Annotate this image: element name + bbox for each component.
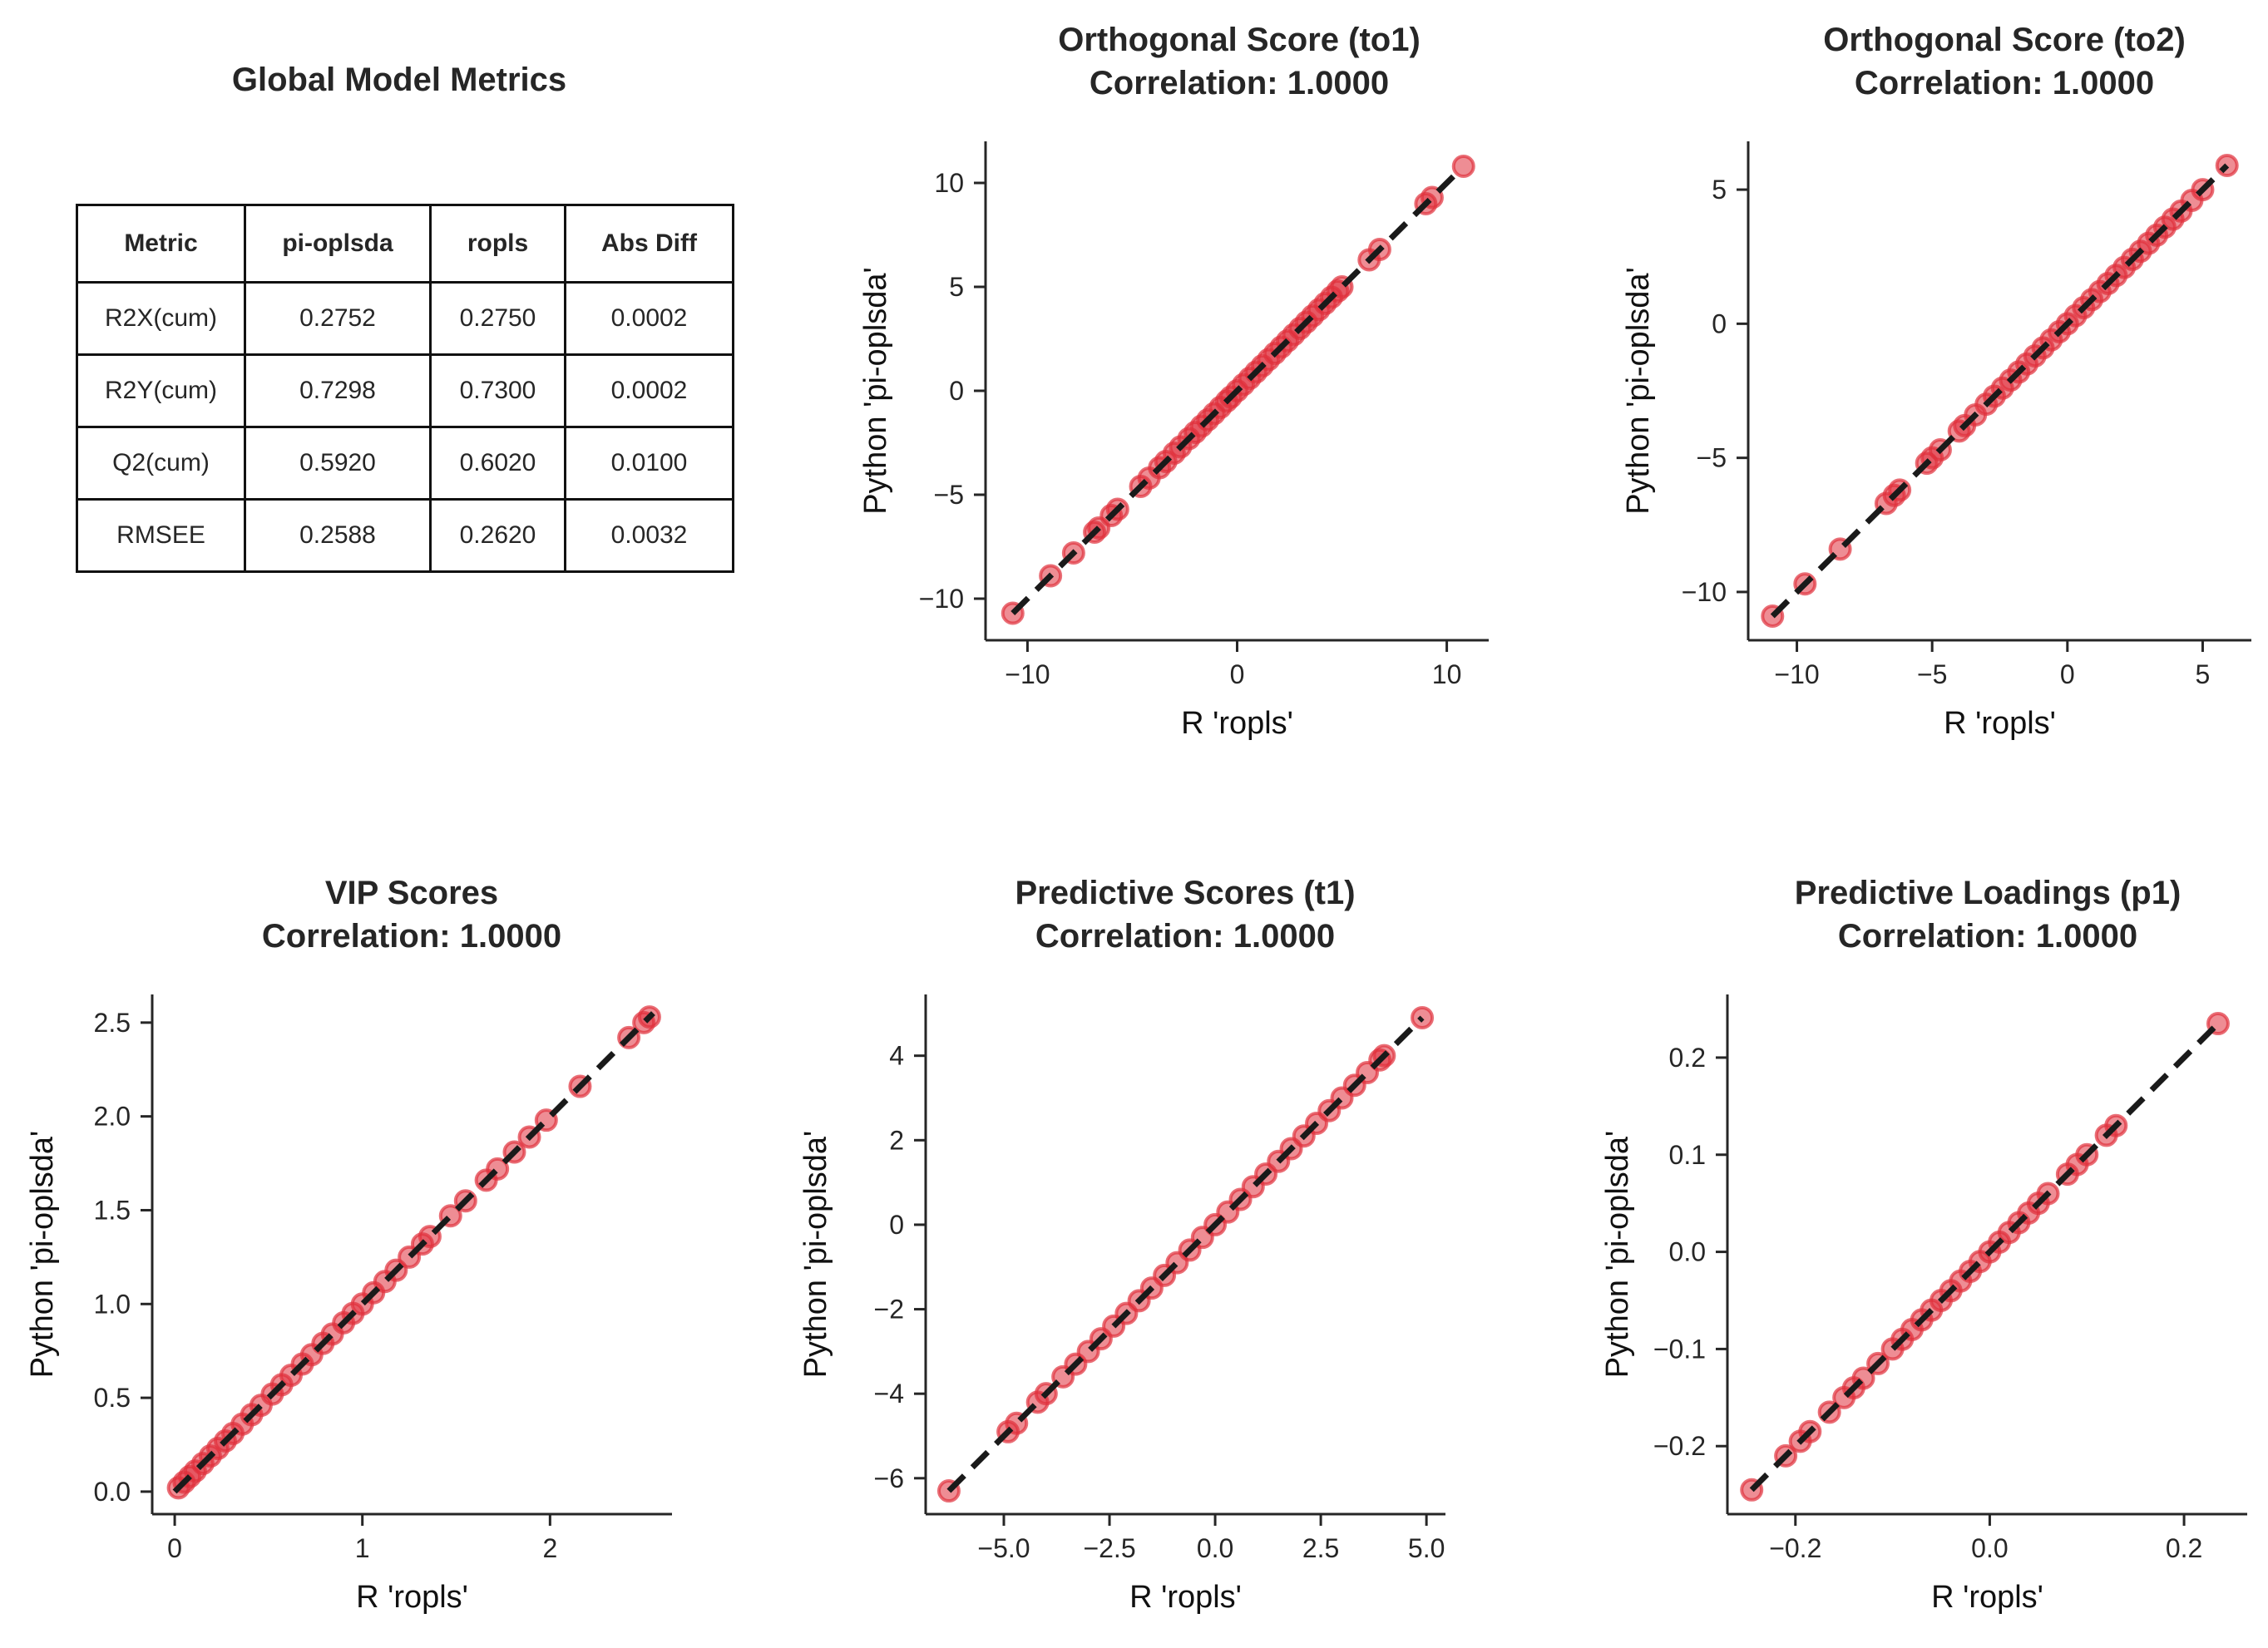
table-row: R2Y(cum) 0.7298 0.7300 0.0002: [76, 353, 734, 428]
data-point: [1451, 155, 1475, 178]
y-tick-label: 5: [949, 272, 964, 302]
table-cell: 0.0002: [564, 281, 734, 356]
table-cell: 0.0100: [564, 426, 734, 501]
table-row: Q2(cum) 0.5920 0.6020 0.0100: [76, 426, 734, 501]
x-tick-label: 5.0: [1408, 1533, 1445, 1563]
y-tick-label: 0.5: [94, 1383, 131, 1413]
y-tick-label: −0.2: [1653, 1431, 1706, 1461]
y-axis-label: Python 'pi-oplsda': [25, 1131, 60, 1379]
x-axis-label: R 'ropls': [356, 1580, 468, 1615]
chart-title: Orthogonal Score (to1) Correlation: 1.00…: [1058, 22, 1421, 101]
x-axis-label: R 'ropls': [1181, 706, 1293, 741]
x-tick-label: −5.0: [977, 1533, 1030, 1563]
table-cell: 0.7300: [429, 353, 566, 428]
scatter-chart-5: −0.2 0.0 0.2 −0.2 −0.1 0.0 0.1 0.2 R 'ropls' Pyth…: [1600, 994, 2247, 1615]
table-cell: 0.7298: [244, 353, 432, 428]
metrics-table-title: Global Model Metrics: [231, 62, 567, 98]
y-tick-label: −4: [874, 1379, 904, 1409]
metrics-header-abs-diff: Abs Diff: [564, 204, 734, 284]
table-cell: 0.6020: [429, 426, 566, 501]
metrics-header-metric: Metric: [76, 204, 246, 284]
metrics-header-ropls: ropls: [429, 204, 566, 284]
y-tick-label: 10: [934, 168, 964, 198]
y-tick-label: 1.5: [94, 1195, 131, 1225]
x-tick-label: 0.0: [1971, 1533, 2008, 1563]
table-cell: RMSEE: [76, 498, 246, 573]
x-axis-label: R 'ropls': [1944, 706, 2056, 741]
chart-title: Predictive Scores (t1) Correlation: 1.00…: [1015, 875, 1356, 955]
x-axis-label: R 'ropls': [1129, 1580, 1242, 1615]
y-tick-label: 0.0: [1669, 1237, 1706, 1267]
metrics-header-pi-oplsda: pi-oplsda: [244, 204, 432, 284]
y-axis-label: Python 'pi-oplsda': [858, 267, 893, 515]
y-tick-label: −5: [1697, 443, 1727, 473]
chart-title: VIP Scores Correlation: 1.0000: [261, 875, 562, 955]
y-tick-label: 0.1: [1669, 1140, 1706, 1170]
table-row: RMSEE 0.2588 0.2620 0.0032: [76, 498, 734, 573]
table-cell: 0.2620: [429, 498, 566, 573]
y-tick-label: 0.2: [1669, 1043, 1706, 1073]
identity-line: [1010, 166, 1464, 615]
x-axis-label: R 'ropls': [1931, 1580, 2043, 1615]
x-tick-label: 0: [167, 1533, 182, 1563]
scatter-chart-4: −5.0 −2.5 0.0 2.5 5.0 −6 −4 −2 0 2 4 R 'ropls' Pytho…: [798, 994, 1445, 1615]
y-tick-label: 5: [1712, 175, 1727, 205]
y-tick-label: 2.5: [94, 1008, 131, 1038]
metrics-table: Metric pi-oplsda ropls Abs Diff R2X(cum)…: [76, 204, 734, 573]
x-tick-label: −2.5: [1083, 1533, 1135, 1563]
table-cell: R2Y(cum): [76, 353, 246, 428]
y-tick-label: −5: [934, 480, 964, 510]
y-tick-label: −6: [874, 1463, 904, 1493]
y-tick-label: 4: [889, 1041, 904, 1071]
y-tick-label: 0: [1712, 308, 1727, 338]
x-tick-label: 0.0: [1197, 1533, 1233, 1563]
y-tick-label: −10: [1682, 577, 1727, 607]
identity-line: [946, 1015, 1425, 1493]
identity-line: [172, 1011, 655, 1494]
x-tick-label: 0.2: [2166, 1533, 2202, 1563]
x-tick-label: −0.2: [1769, 1533, 1821, 1563]
identity-line: [1749, 1021, 2221, 1493]
y-tick-label: 2: [889, 1125, 904, 1155]
table-cell: 0.5920: [244, 426, 432, 501]
y-axis-label: Python 'pi-oplsda': [798, 1131, 833, 1379]
y-axis-label: Python 'pi-oplsda': [1600, 1131, 1635, 1379]
table-cell: 0.0002: [564, 353, 734, 428]
y-tick-label: 0.0: [94, 1477, 131, 1507]
x-tick-label: −5: [1917, 659, 1947, 689]
y-tick-label: 2.0: [94, 1102, 131, 1132]
table-row: R2X(cum) 0.2752 0.2750 0.0002: [76, 281, 734, 356]
x-tick-label: 0: [1230, 659, 1245, 689]
y-axis-label: Python 'pi-oplsda': [1621, 267, 1656, 515]
x-tick-label: −10: [1005, 659, 1050, 689]
scatter-chart-3: 0 1 2 0.0 0.5 1.0 1.5 2.0 2.5 R 'ropls' Python 'pi…: [25, 994, 672, 1615]
y-tick-label: 1.0: [94, 1289, 131, 1319]
y-tick-label: −0.1: [1653, 1334, 1706, 1364]
table-cell: Q2(cum): [76, 426, 246, 501]
chart-title: Predictive Loadings (p1) Correlation: 1.…: [1794, 875, 2182, 955]
x-tick-label: −10: [1774, 659, 1819, 689]
y-tick-label: 0: [949, 376, 964, 406]
metrics-header-row: Metric pi-oplsda ropls Abs Diff: [76, 204, 734, 284]
x-tick-label: 2: [542, 1533, 557, 1563]
table-cell: 0.2752: [244, 281, 432, 356]
table-cell: 0.0032: [564, 498, 734, 573]
x-tick-label: 2.5: [1302, 1533, 1339, 1563]
scatter-chart-2: −10 −5 0 5 −10 −5 0 5 R 'ropls' Python 'pi-oplsda…: [1621, 141, 2251, 741]
table-cell: R2X(cum): [76, 281, 246, 356]
x-tick-label: 10: [1432, 659, 1462, 689]
x-tick-label: 0: [2060, 659, 2075, 689]
chart-title: Orthogonal Score (to2) Correlation: 1.00…: [1823, 22, 2186, 101]
table-cell: 0.2750: [429, 281, 566, 356]
x-tick-label: 5: [2196, 659, 2211, 689]
x-tick-label: 1: [355, 1533, 370, 1563]
y-tick-label: −2: [874, 1295, 904, 1325]
table-cell: 0.2588: [244, 498, 432, 573]
y-tick-label: −10: [919, 584, 964, 614]
scatter-chart-1: −10 0 10 −10 −5 0 5 10 R 'ropls' Python 'pi-oplsd…: [858, 141, 1489, 741]
y-tick-label: 0: [889, 1210, 904, 1240]
identity-line: [1770, 163, 2230, 619]
